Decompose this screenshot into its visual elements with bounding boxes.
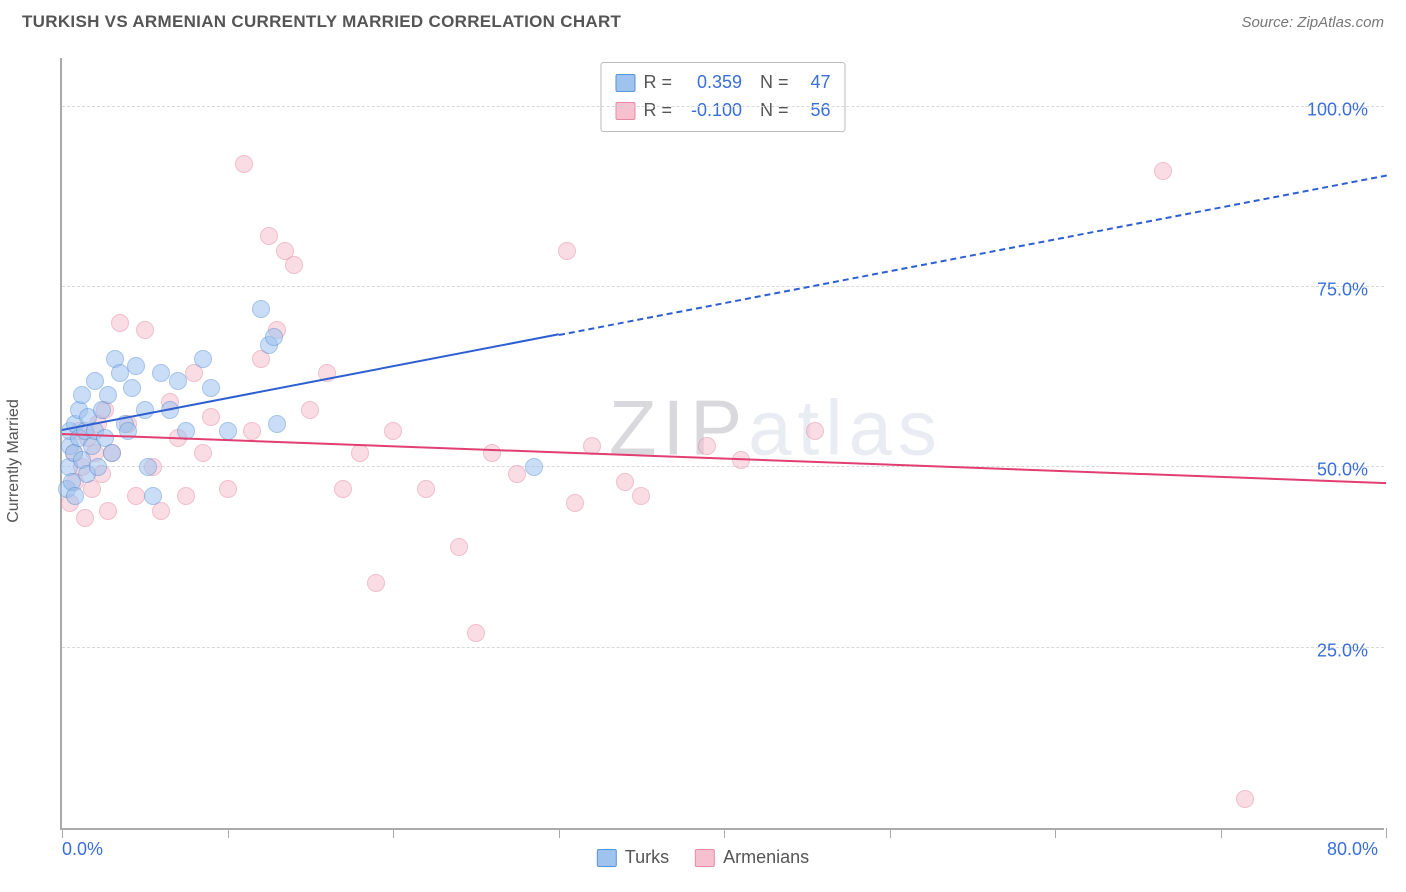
data-point	[111, 314, 129, 332]
data-point	[467, 624, 485, 642]
data-point	[99, 502, 117, 520]
data-point	[265, 328, 283, 346]
data-point	[1236, 790, 1254, 808]
chart-container: Currently Married ZIPatlas R =0.359N =47…	[22, 50, 1384, 872]
x-tick-label-max: 80.0%	[1327, 839, 1378, 860]
data-point	[558, 242, 576, 260]
trend-line	[558, 174, 1386, 335]
legend-n-label: N =	[760, 69, 789, 97]
data-point	[525, 458, 543, 476]
data-point	[268, 415, 286, 433]
legend-r-value: 0.359	[680, 69, 742, 97]
data-point	[136, 321, 154, 339]
data-point	[219, 480, 237, 498]
gridline-h	[62, 106, 1384, 107]
data-point	[616, 473, 634, 491]
legend-r-value: -0.100	[680, 97, 742, 125]
x-tick	[393, 828, 394, 838]
data-point	[73, 386, 91, 404]
y-tick-label: 50.0%	[1317, 460, 1368, 481]
legend-stats-row: R = 0.359 N = 47	[615, 69, 830, 97]
trend-line	[62, 433, 1386, 484]
data-point	[194, 444, 212, 462]
data-point	[566, 494, 584, 512]
y-tick-label: 25.0%	[1317, 640, 1368, 661]
data-point	[334, 480, 352, 498]
y-tick-label: 100.0%	[1307, 99, 1368, 120]
legend-swatch	[615, 74, 635, 92]
legend-swatch	[695, 849, 715, 867]
x-tick	[559, 828, 560, 838]
legend-r-label: R =	[643, 69, 672, 97]
data-point	[450, 538, 468, 556]
data-point	[177, 487, 195, 505]
legend-n-value: 56	[797, 97, 831, 125]
data-point	[202, 379, 220, 397]
data-point	[127, 357, 145, 375]
data-point	[202, 408, 220, 426]
x-tick	[1055, 828, 1056, 838]
data-point	[123, 379, 141, 397]
legend-n-value: 47	[797, 69, 831, 97]
legend-item: Turks	[597, 847, 669, 868]
data-point	[194, 350, 212, 368]
x-tick	[1221, 828, 1222, 838]
legend-label: Turks	[625, 847, 669, 868]
legend-stats: R = 0.359 N = 47 R = -0.100 N = 56	[600, 62, 845, 132]
plot-area: ZIPatlas R =0.359N =47R =-0.100N =56 25.…	[60, 58, 1384, 830]
source-label: Source: ZipAtlas.com	[1241, 14, 1384, 31]
data-point	[99, 386, 117, 404]
data-point	[169, 372, 187, 390]
data-point	[285, 256, 303, 274]
x-tick	[724, 828, 725, 838]
data-point	[806, 422, 824, 440]
data-point	[384, 422, 402, 440]
data-point	[235, 155, 253, 173]
data-point	[483, 444, 501, 462]
data-point	[152, 364, 170, 382]
legend-stats-row: R = -0.100 N = 56	[615, 97, 830, 125]
data-point	[127, 487, 145, 505]
data-point	[698, 437, 716, 455]
data-point	[219, 422, 237, 440]
legend-r-label: R =	[643, 97, 672, 125]
data-point	[260, 227, 278, 245]
data-point	[417, 480, 435, 498]
legend-swatch	[597, 849, 617, 867]
data-point	[252, 300, 270, 318]
y-tick-label: 75.0%	[1317, 279, 1368, 300]
x-tick	[228, 828, 229, 838]
legend-n-label: N =	[760, 97, 789, 125]
gridline-h	[62, 466, 1384, 467]
data-point	[139, 458, 157, 476]
legend-series: Turks Armenians	[597, 847, 809, 868]
data-point	[66, 487, 84, 505]
legend-label: Armenians	[723, 847, 809, 868]
data-point	[351, 444, 369, 462]
x-tick-label-min: 0.0%	[62, 839, 103, 860]
x-tick	[1386, 828, 1387, 838]
data-point	[301, 401, 319, 419]
y-axis-label: Currently Married	[5, 399, 23, 523]
data-point	[632, 487, 650, 505]
data-point	[367, 574, 385, 592]
data-point	[508, 465, 526, 483]
x-tick	[890, 828, 891, 838]
legend-item: Armenians	[695, 847, 809, 868]
chart-title: TURKISH VS ARMENIAN CURRENTLY MARRIED CO…	[22, 12, 621, 32]
x-tick	[62, 828, 63, 838]
data-point	[86, 372, 104, 390]
data-point	[144, 487, 162, 505]
data-point	[89, 458, 107, 476]
legend-swatch	[615, 102, 635, 120]
watermark-light: atlas	[748, 383, 943, 471]
data-point	[1154, 162, 1172, 180]
data-point	[103, 444, 121, 462]
data-point	[243, 422, 261, 440]
data-point	[76, 509, 94, 527]
gridline-h	[62, 647, 1384, 648]
gridline-h	[62, 286, 1384, 287]
